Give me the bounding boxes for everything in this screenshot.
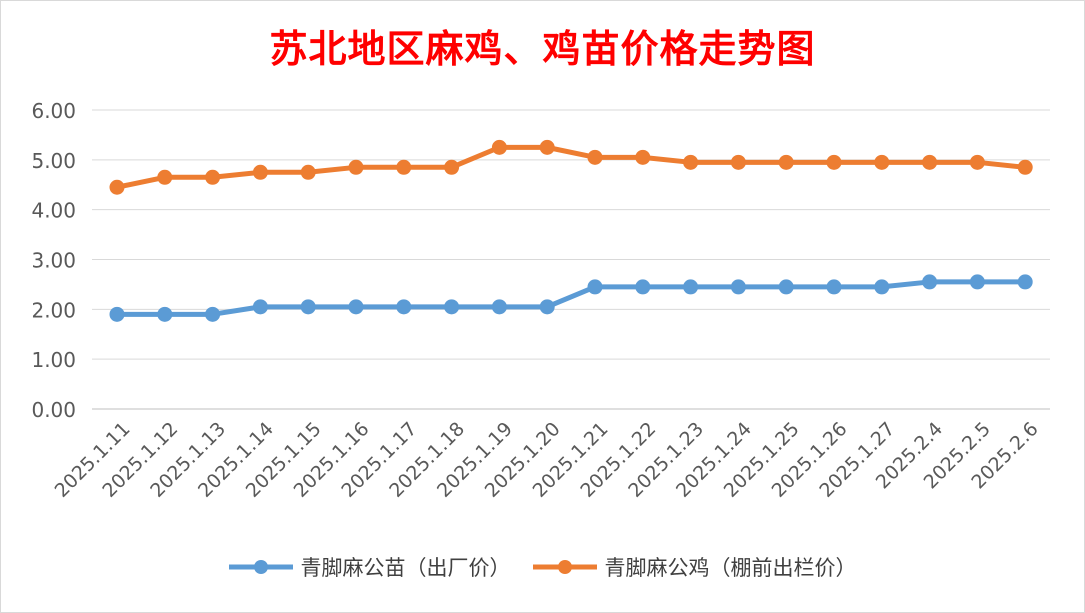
y-tick-label: 1.00	[31, 348, 76, 372]
legend: 青脚麻公苗（出厂价） 青脚麻公鸡（棚前出栏价）	[0, 552, 1085, 582]
y-tick-label: 5.00	[31, 149, 76, 173]
data-point	[969, 274, 985, 290]
data-point	[300, 164, 316, 180]
data-point	[1017, 159, 1033, 175]
series-line-1	[114, 144, 1028, 190]
data-point	[874, 154, 890, 170]
y-tick-label: 4.00	[31, 199, 76, 223]
data-point	[491, 139, 507, 155]
y-tick-label: 6.00	[31, 99, 76, 123]
data-point	[826, 154, 842, 170]
data-point	[922, 274, 938, 290]
data-point	[157, 169, 173, 185]
data-point	[109, 179, 125, 195]
data-point	[874, 279, 890, 295]
data-point	[826, 279, 842, 295]
data-point	[587, 149, 603, 165]
data-point	[444, 159, 460, 175]
data-point	[300, 299, 316, 315]
series-group	[109, 139, 1033, 322]
data-point	[730, 154, 746, 170]
data-point	[539, 139, 555, 155]
data-point	[348, 159, 364, 175]
legend-item-rooster: 青脚麻公鸡（棚前出栏价）	[532, 552, 857, 582]
data-point	[109, 306, 125, 322]
chart-title: 苏北地区麻鸡、鸡苗价格走势图	[269, 26, 816, 71]
data-point	[730, 279, 746, 295]
data-point	[683, 279, 699, 295]
data-point	[444, 299, 460, 315]
x-axis-ticks: 2025.1.112025.1.122025.1.132025.1.142025…	[51, 418, 1043, 502]
data-point	[205, 306, 221, 322]
data-point	[635, 279, 651, 295]
data-point	[778, 279, 794, 295]
y-tick-label: 0.00	[31, 398, 76, 422]
data-point	[635, 149, 651, 165]
data-point	[587, 279, 603, 295]
legend-swatch-rooster	[532, 560, 597, 574]
data-point	[348, 299, 364, 315]
data-point	[539, 299, 555, 315]
y-tick-label: 2.00	[31, 298, 76, 322]
y-tick-label: 3.00	[31, 249, 76, 273]
data-point	[1017, 274, 1033, 290]
data-point	[252, 164, 268, 180]
y-axis-ticks: 0.00 1.00 2.00 3.00 4.00 5.00 6.00	[31, 99, 76, 422]
series-line-0	[114, 279, 1028, 317]
legend-label-rooster: 青脚麻公鸡（棚前出栏价）	[604, 556, 857, 580]
data-point	[491, 299, 507, 315]
data-point	[922, 154, 938, 170]
data-point	[969, 154, 985, 170]
data-point	[252, 299, 268, 315]
data-point	[396, 159, 412, 175]
data-point	[157, 306, 173, 322]
data-point	[778, 154, 794, 170]
legend-label-chick: 青脚麻公苗（出厂价）	[300, 556, 511, 580]
legend-swatch-chick	[228, 560, 293, 574]
data-point	[683, 154, 699, 170]
data-point	[205, 169, 221, 185]
legend-item-chick: 青脚麻公苗（出厂价）	[228, 552, 511, 582]
data-point	[396, 299, 412, 315]
